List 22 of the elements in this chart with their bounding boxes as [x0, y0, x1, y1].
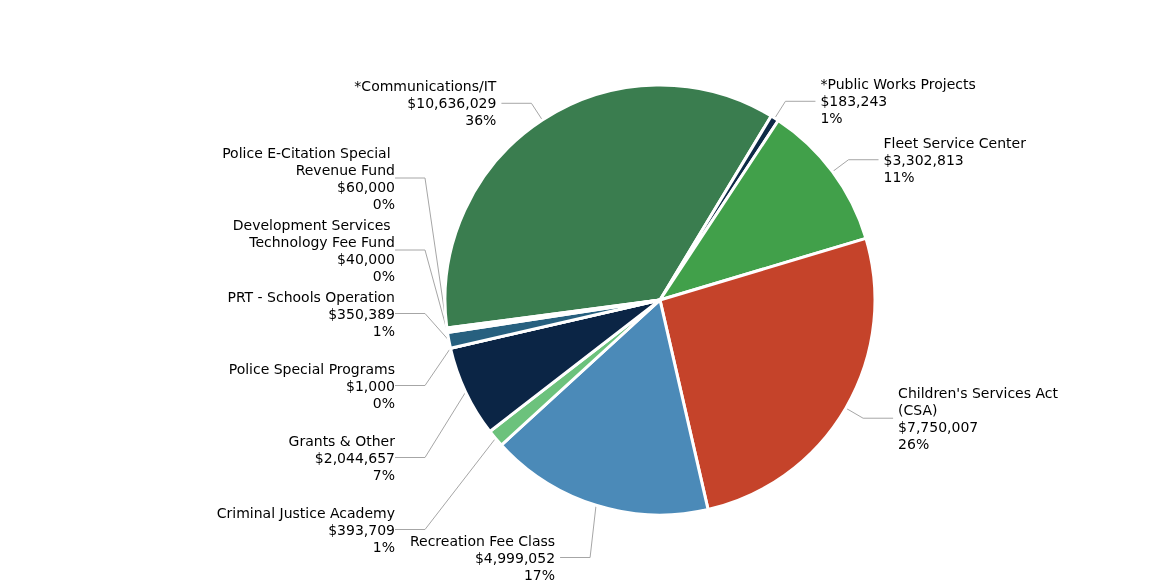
data-label: $393,709 1% [328, 521, 395, 555]
slice-label: Fleet Service Center [883, 134, 1027, 151]
slice-label: Police Special Programs [228, 360, 395, 377]
slice-label: PRT - Schools Operation [227, 288, 395, 305]
data-label: $1,000 0% [346, 377, 395, 411]
slice-label: *Communications/IT [354, 78, 497, 95]
slice-label: Criminal Justice Academy [216, 504, 395, 521]
data-label: $60,000 0% [337, 178, 395, 212]
slice-label: Police E-Citation Special Revenue Fund [222, 144, 395, 178]
data-label: $4,999,052 17% [474, 549, 556, 583]
data-label: $7,750,007 26% [898, 418, 979, 452]
data-label: $2,044,657 7% [314, 449, 395, 483]
slice-label: *Public Works Projects [820, 76, 976, 93]
slice-label: Recreation Fee Class [409, 532, 556, 549]
slice-label: Development Services Technology Fee Fund [232, 216, 395, 250]
data-label: $40,000 0% [337, 250, 395, 284]
slice-label: Grants & Other [288, 432, 396, 449]
data-label: $183,243 1% [820, 93, 888, 127]
slice-label: Children's Services Act (CSA) [898, 384, 1063, 418]
data-label: $10,636,029 36% [407, 95, 497, 129]
data-label: $3,302,813 11% [883, 151, 964, 185]
data-label: $350,389 1% [328, 305, 395, 339]
